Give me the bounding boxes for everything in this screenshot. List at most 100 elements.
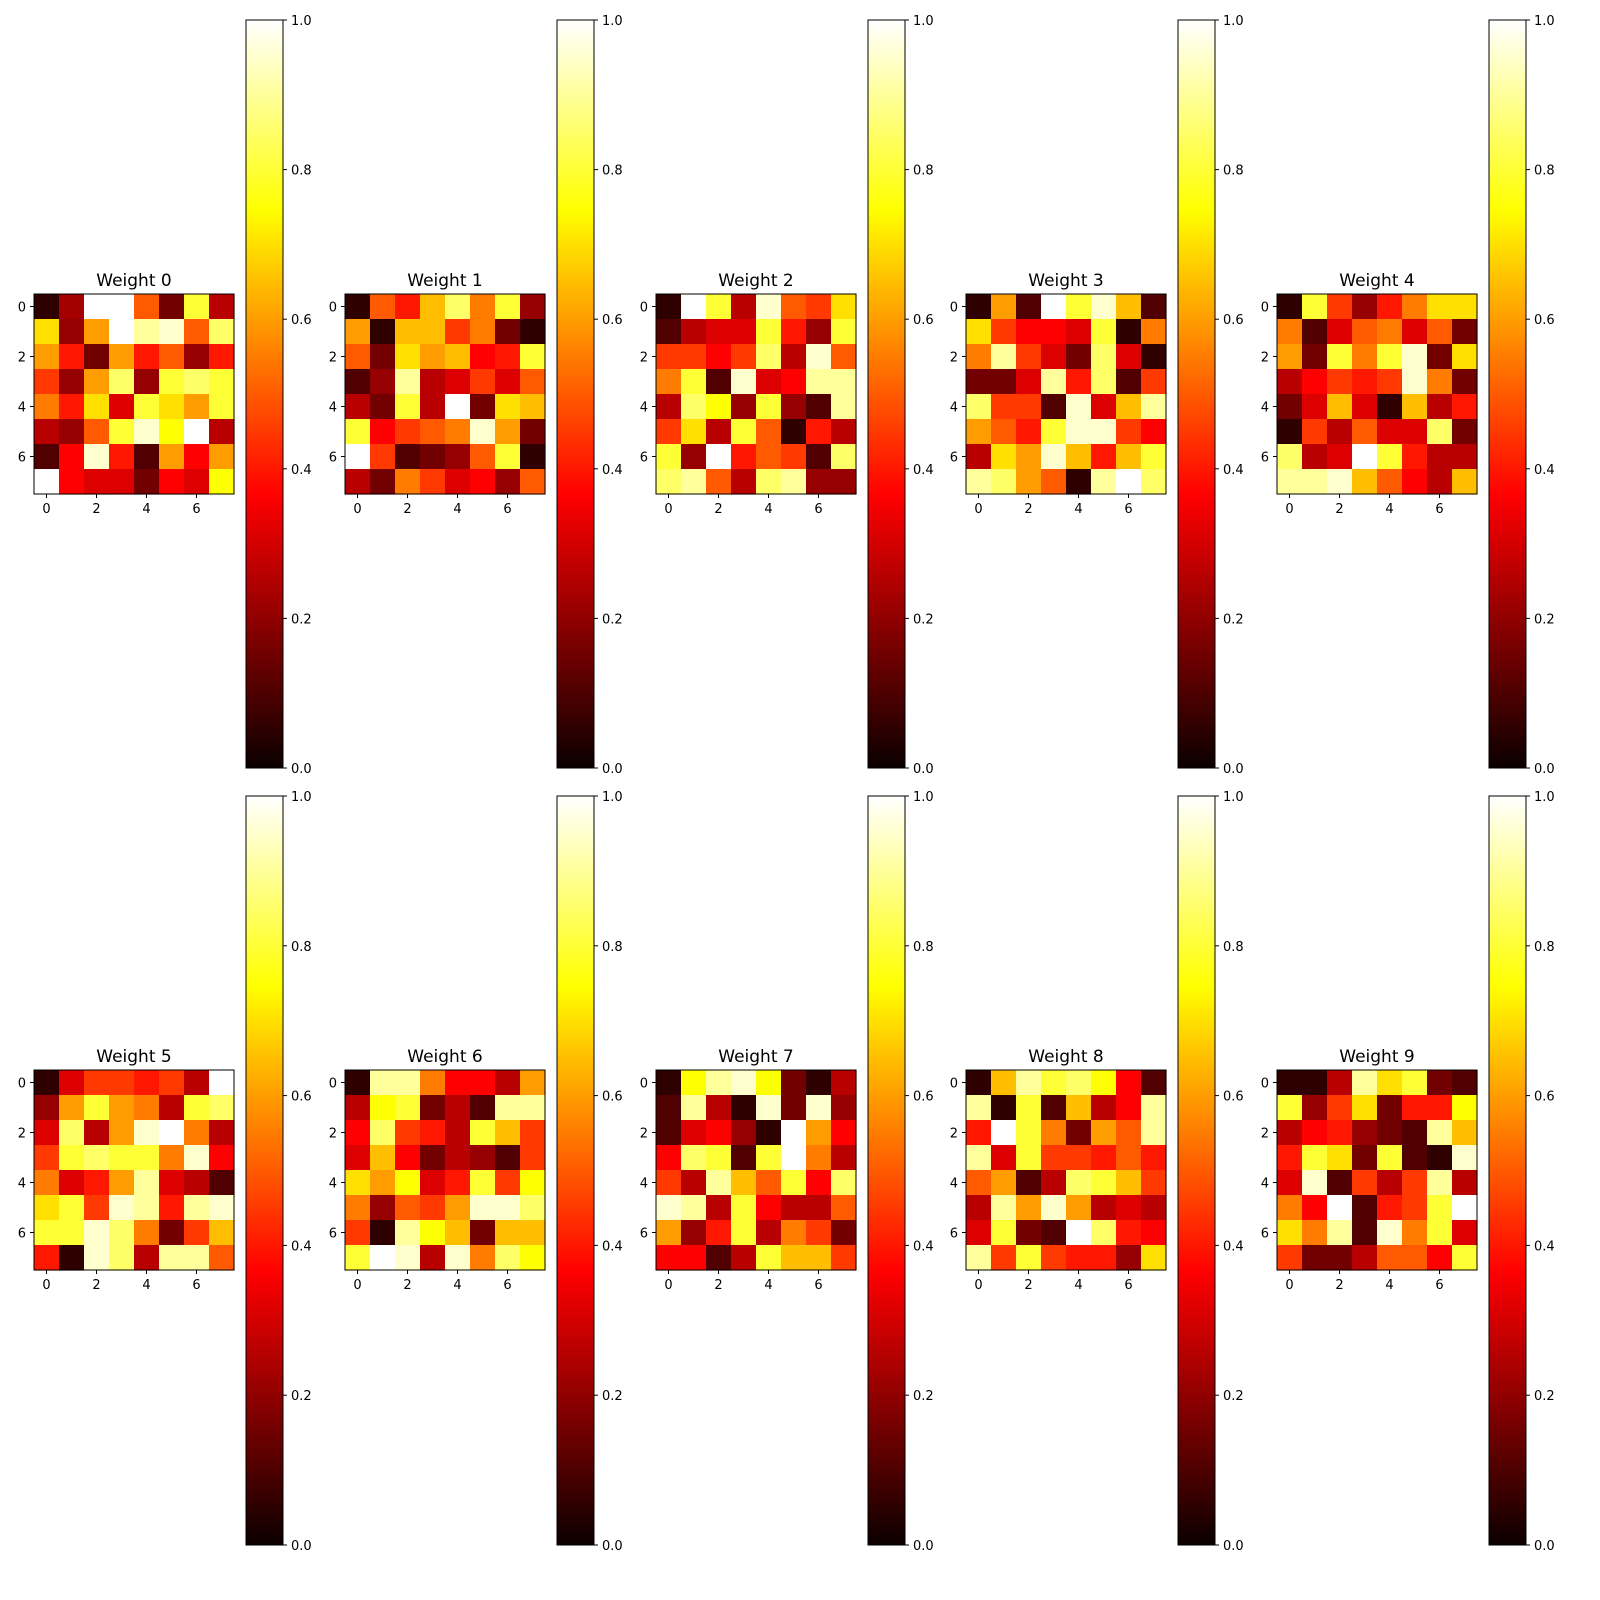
heatmap-cell <box>756 1245 782 1271</box>
heatmap-cell <box>756 319 782 345</box>
heatmap-cell <box>1402 419 1428 445</box>
heatmap-cell <box>991 344 1017 370</box>
heatmap-cell <box>1141 369 1167 395</box>
x-tick-label: 2 <box>1024 502 1032 517</box>
x-tick-label: 2 <box>92 502 100 517</box>
heatmap-cell <box>781 469 807 495</box>
heatmap-cell <box>134 469 160 495</box>
heatmap-cell <box>184 369 210 395</box>
heatmap-cell <box>1091 444 1117 470</box>
heatmap-cell <box>134 1195 160 1221</box>
heatmap-cell <box>1141 319 1167 345</box>
y-tick-label: 6 <box>1261 451 1269 466</box>
heatmap-cell <box>1041 1120 1067 1146</box>
heatmap-cell <box>1016 1120 1042 1146</box>
heatmap-cell <box>1066 469 1092 495</box>
heatmap-cell <box>159 1195 185 1221</box>
colorbar-tick-label: 0.2 <box>291 1389 312 1404</box>
heatmap-cell <box>1041 344 1067 370</box>
heatmap-frame <box>33 293 235 495</box>
heatmap-cell <box>1041 369 1067 395</box>
colorbar-tick-label: 0.4 <box>1534 463 1555 478</box>
colorbar-tick-label: 0.8 <box>1223 940 1244 955</box>
heatmap-cell <box>1066 294 1092 320</box>
heatmap-cell <box>1041 1095 1067 1121</box>
heatmap-cell <box>706 1120 732 1146</box>
heatmap-cell <box>1402 444 1428 470</box>
heatmap-cell <box>1116 319 1142 345</box>
heatmap-cell <box>34 1145 60 1171</box>
heatmap-cell <box>520 1245 546 1271</box>
heatmap-cell <box>184 444 210 470</box>
heatmap-cell <box>345 1245 371 1271</box>
heatmap-cell <box>59 1095 85 1121</box>
heatmap-cell <box>831 1120 857 1146</box>
y-tick-label: 6 <box>329 1227 337 1242</box>
heatmap-cell <box>395 319 421 345</box>
heatmap-cell <box>1402 1120 1428 1146</box>
heatmap-frame <box>655 1069 857 1271</box>
heatmap-cell <box>34 394 60 420</box>
x-tick-label: 4 <box>764 1278 772 1293</box>
heatmap-cell <box>159 1120 185 1146</box>
heatmap-cell <box>656 1095 682 1121</box>
heatmap-cell <box>520 394 546 420</box>
heatmap-cell <box>1427 319 1453 345</box>
heatmap-cell <box>370 1145 396 1171</box>
heatmap-cell <box>159 1145 185 1171</box>
heatmap-cell <box>706 1145 732 1171</box>
heatmap-cell <box>1377 1070 1403 1096</box>
heatmap-cell <box>345 444 371 470</box>
heatmap-cell <box>1402 1220 1428 1246</box>
heatmap-cell <box>84 1095 110 1121</box>
heatmap-cell <box>84 1120 110 1146</box>
heatmap-cell <box>134 1070 160 1096</box>
heatmap-cell <box>1116 1170 1142 1196</box>
x-tick-label: 2 <box>1335 502 1343 517</box>
heatmap-cell <box>495 1070 521 1096</box>
heatmap-cell <box>184 1170 210 1196</box>
heatmap-cell <box>1277 369 1303 395</box>
heatmap-cell <box>109 319 135 345</box>
heatmap-cell <box>1116 419 1142 445</box>
heatmap-cell <box>470 344 496 370</box>
heatmap-cell <box>781 1095 807 1121</box>
colorbar-tick-label: 1.0 <box>1534 790 1555 805</box>
heatmap-cell <box>420 469 446 495</box>
heatmap-cell <box>1277 344 1303 370</box>
colorbar <box>1488 19 1527 769</box>
heatmap-cell <box>1016 444 1042 470</box>
heatmap-cell <box>1377 469 1403 495</box>
y-tick-label: 0 <box>18 301 26 316</box>
heatmap-cell <box>731 1145 757 1171</box>
heatmap-cell <box>395 1170 421 1196</box>
heatmap-cell <box>184 319 210 345</box>
heatmap-cell <box>1066 319 1092 345</box>
heatmap-cell <box>781 344 807 370</box>
heatmap-cell <box>84 1245 110 1271</box>
colorbar-tick-label: 0.0 <box>1223 1539 1244 1554</box>
heatmap-cell <box>991 319 1017 345</box>
heatmap-cell <box>1302 394 1328 420</box>
y-tick-label: 2 <box>1261 1127 1269 1142</box>
heatmap-cell <box>1016 1070 1042 1096</box>
heatmap-cell <box>370 1195 396 1221</box>
heatmap-cell <box>109 1195 135 1221</box>
heatmap-cell <box>1452 1145 1478 1171</box>
heatmap-cell <box>59 1120 85 1146</box>
heatmap-cell <box>781 1145 807 1171</box>
heatmap-cell <box>756 1070 782 1096</box>
heatmap-cell <box>781 1120 807 1146</box>
colorbar-tick-label: 0.8 <box>291 164 312 179</box>
heatmap-cell <box>470 1145 496 1171</box>
heatmap-cell <box>1452 444 1478 470</box>
heatmap-cell <box>966 444 992 470</box>
heatmap-cell <box>1116 344 1142 370</box>
heatmap-cell <box>495 419 521 445</box>
heatmap-cell <box>370 1220 396 1246</box>
colorbar-tick-label: 0.8 <box>1534 940 1555 955</box>
heatmap-cell <box>991 419 1017 445</box>
y-tick-label: 2 <box>640 1127 648 1142</box>
heatmap-cell <box>134 1245 160 1271</box>
heatmap-cell <box>831 1145 857 1171</box>
